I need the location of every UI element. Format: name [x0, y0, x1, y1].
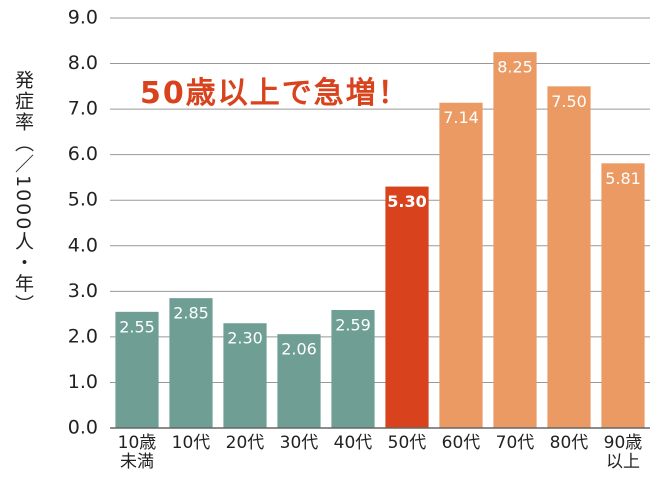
bar: [277, 334, 321, 428]
y-tick-label: 9.0: [68, 7, 98, 29]
y-axis-label: 発症率（／1000人・年）: [12, 70, 34, 316]
x-tick-label: 20代: [225, 433, 265, 453]
bar: [601, 163, 645, 429]
value-label: 2.59: [335, 316, 371, 335]
x-tick-label: 40代: [333, 433, 373, 453]
x-tick-label: 60代: [441, 433, 481, 453]
y-tick-label: 4.0: [68, 234, 98, 256]
bar: [331, 310, 375, 428]
bar: [169, 298, 213, 428]
y-tick-label: 2.0: [68, 325, 98, 347]
x-tick-label: 10歳 未満: [117, 433, 157, 472]
x-tick-label: 90歳 以上: [603, 433, 643, 472]
value-label: 5.81: [605, 169, 641, 188]
value-label: 2.06: [281, 340, 317, 359]
value-label: 2.55: [119, 317, 155, 336]
y-tick-label: 6.0: [68, 143, 98, 165]
value-label: 2.30: [227, 329, 263, 348]
y-tick-label: 7.0: [68, 98, 98, 120]
value-label: 7.14: [443, 108, 479, 127]
bar: [223, 323, 267, 428]
bar: [385, 186, 429, 428]
value-label: 5.30: [387, 192, 426, 211]
x-tick-label: 80代: [549, 433, 589, 453]
value-label: 2.85: [173, 304, 209, 323]
x-tick-label: 30代: [279, 433, 319, 453]
y-tick-label: 1.0: [68, 371, 98, 393]
annotation: 50歳以上で急増！: [140, 76, 410, 111]
bar: [439, 102, 483, 428]
y-tick-label: 5.0: [68, 189, 98, 211]
y-tick-label: 0.0: [68, 417, 98, 439]
bar: [547, 86, 591, 428]
bar: [493, 52, 537, 429]
value-label: 8.25: [497, 58, 533, 77]
value-label: 7.50: [551, 92, 587, 111]
x-tick-label: 70代: [495, 433, 535, 453]
y-tick-label: 3.0: [68, 280, 98, 302]
x-tick-label: 10代: [171, 433, 211, 453]
x-tick-label: 50代: [387, 433, 427, 453]
y-tick-label: 8.0: [68, 52, 98, 74]
bar: [115, 311, 159, 428]
